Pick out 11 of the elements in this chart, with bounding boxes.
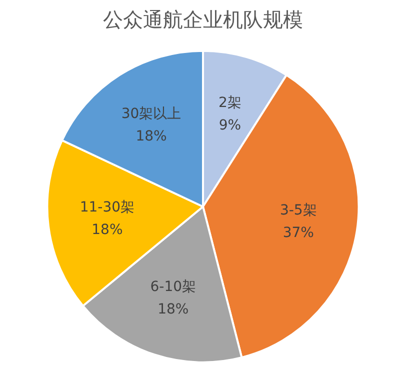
data-label: 37% xyxy=(282,224,314,241)
slice-label: 11-30架 xyxy=(80,199,135,216)
chart-title: 公众通航企业机队规模 xyxy=(103,8,303,32)
data-label: 18% xyxy=(136,128,167,144)
slice-label: 30架以上 xyxy=(121,106,182,122)
data-label: 18% xyxy=(158,301,189,318)
slice-label: 2架 xyxy=(218,94,242,111)
slice-label: 3-5架 xyxy=(280,202,317,218)
slice-label: 6-10架 xyxy=(150,279,196,296)
data-label: 18% xyxy=(92,222,123,238)
data-label: 9% xyxy=(218,117,242,134)
